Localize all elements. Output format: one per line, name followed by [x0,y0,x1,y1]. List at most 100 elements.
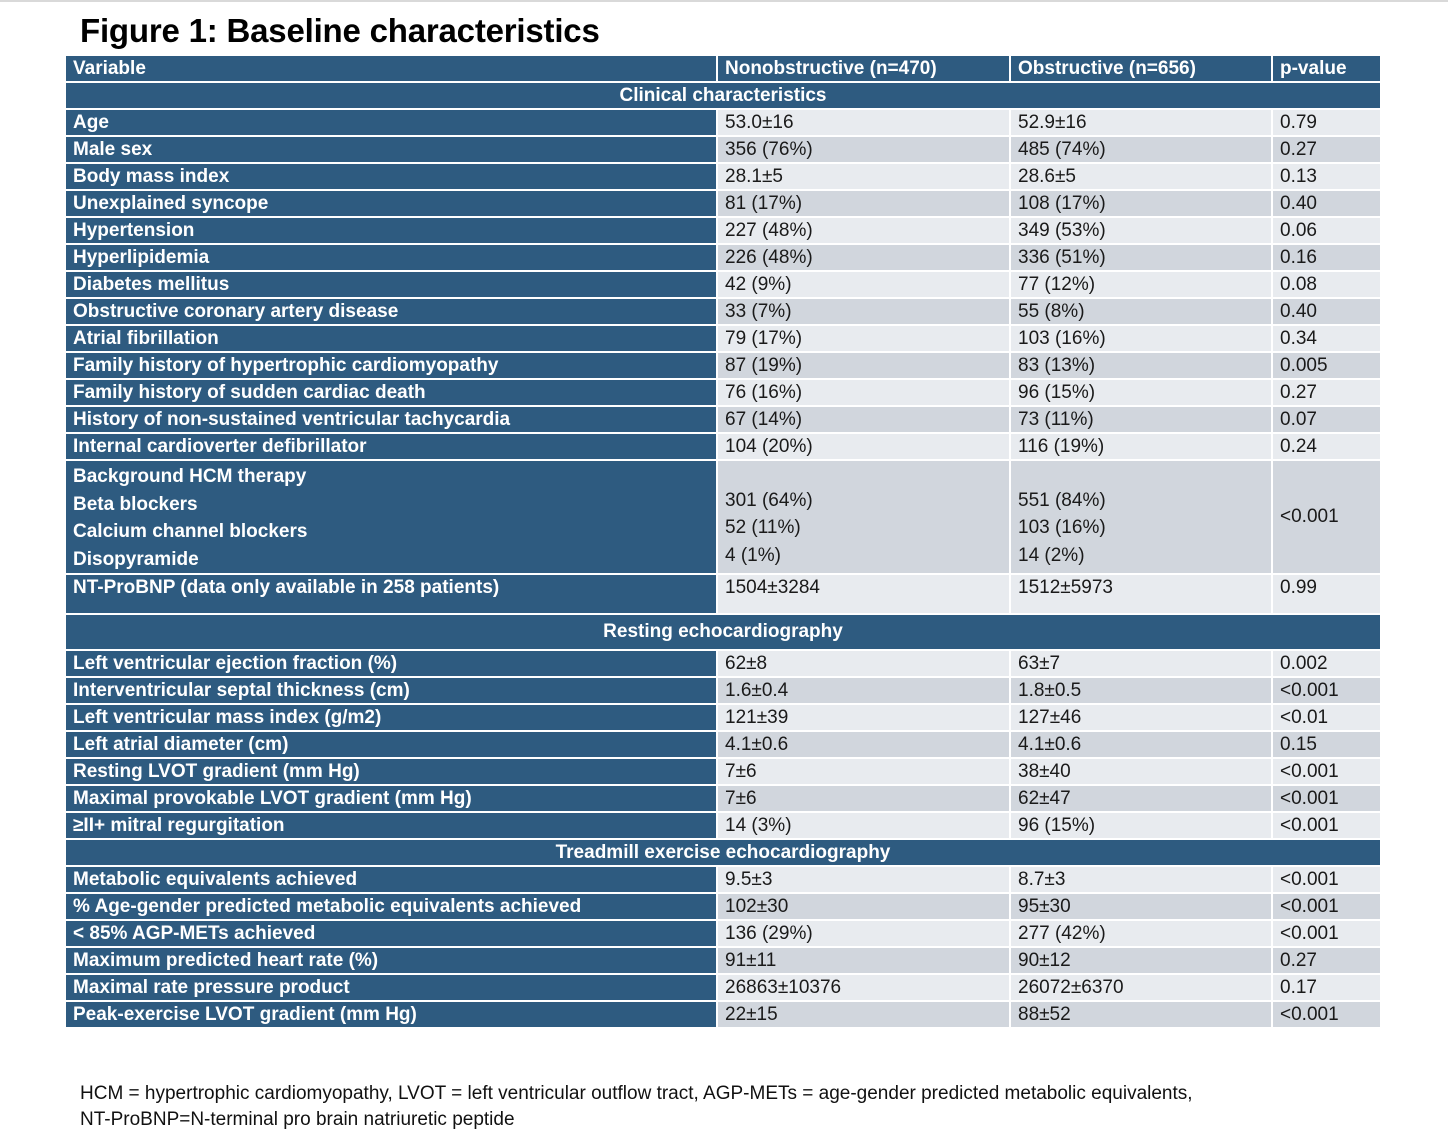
nonobstructive-value: 227 (48%) [716,216,1011,245]
table-row: Atrial fibrillation 79 (17%) 103 (16%) 0.34 [64,324,1382,353]
nonobstructive-value: 26863±10376 [716,973,1011,1002]
p-value: 0.07 [1271,405,1382,434]
figure-title: Figure 1: Baseline characteristics [80,12,600,49]
table-row: History of non-sustained ventricular tac… [64,405,1382,434]
therapy-item-label: Disopyramide [73,548,199,570]
table-row: Hyperlipidemia 226 (48%) 336 (51%) 0.16 [64,243,1382,272]
p-value: 0.005 [1271,351,1382,380]
table-row: Obstructive coronary artery disease 33 (7… [64,297,1382,326]
nonobstructive-value: 1504±3284 [716,573,1011,615]
table-row: Body mass index 28.1±5 28.6±5 0.13 [64,162,1382,191]
obstructive-value: 277 (42%) [1009,919,1273,948]
table-row: ≥II+ mitral regurgitation 14 (3%) 96 (15%)… [64,811,1382,840]
obstructive-value: 1512±5973 [1009,573,1273,615]
nonobstructive-value: 102±30 [716,892,1011,921]
row-label: Metabolic equivalents achieved [64,865,718,894]
table-row: Left ventricular mass index (g/m2) 121±39… [64,703,1382,732]
row-label: ≥II+ mitral regurgitation [64,811,718,840]
therapy-item-label: Beta blockers [73,493,198,515]
nonobstructive-value: 79 (17%) [716,324,1011,353]
table-row: Diabetes mellitus 42 (9%) 77 (12%) 0.08 [64,270,1382,299]
row-label: Family history of sudden cardiac death [64,378,718,407]
p-value: <0.001 [1271,459,1382,575]
obstructive-value: 349 (53%) [1009,216,1273,245]
footnote-line: HCM = hypertrophic cardiomyopathy, LVOT … [80,1083,1193,1104]
obstructive-value: 73 (11%) [1009,405,1273,434]
nonobstructive-value: 7±6 [716,784,1011,813]
obstructive-value: 116 (19%) [1009,432,1273,461]
table-row: Metabolic equivalents achieved 9.5±3 8.7±3… [64,865,1382,894]
nonobstructive-value: 87 (19%) [716,351,1011,380]
p-value: <0.001 [1271,892,1382,921]
row-label: Maximum predicted heart rate (%) [64,946,718,975]
obstructive-value: 95±30 [1009,892,1273,921]
obstructive-value: 551 (84%) 103 (16%) 14 (2%) [1009,459,1273,575]
obstructive-value: 90±12 [1009,946,1273,975]
nonobstructive-value: 4.1±0.6 [716,730,1011,759]
table-row-therapy: Background HCM therapy Beta blockers Cal… [64,459,1382,575]
p-value: <0.001 [1271,784,1382,813]
therapy-item-value: 301 (64%) [725,489,813,511]
table-row: Hypertension 227 (48%) 349 (53%) 0.06 [64,216,1382,245]
obstructive-value: 96 (15%) [1009,811,1273,840]
row-label: Hypertension [64,216,718,245]
nonobstructive-value: 14 (3%) [716,811,1011,840]
p-value: 0.06 [1271,216,1382,245]
therapy-item-value: 52 (11%) [725,517,801,538]
obstructive-value: 4.1±0.6 [1009,730,1273,759]
row-label: Internal cardioverter defibrillator [64,432,718,461]
nonobstructive-value: 136 (29%) [716,919,1011,948]
row-label: Male sex [64,135,718,164]
row-label: Body mass index [64,162,718,191]
section-title: Clinical characteristics [64,81,1382,110]
p-value: 0.002 [1271,649,1382,678]
obstructive-value: 77 (12%) [1009,270,1273,299]
obstructive-value: 96 (15%) [1009,378,1273,407]
table-row: < 85% AGP-METs achieved 136 (29%) 277 (42%… [64,919,1382,948]
p-value: <0.001 [1271,676,1382,705]
nonobstructive-value: 9.5±3 [716,865,1011,894]
nonobstructive-value: 7±6 [716,757,1011,786]
section-resting: Resting echocardiography [64,613,1382,651]
section-title: Treadmill exercise echocardiography [64,838,1382,867]
therapy-item-value: 14 (2%) [1018,544,1085,566]
row-label: % Age-gender predicted metabolic equival… [64,892,718,921]
nonobstructive-value: 104 (20%) [716,432,1011,461]
nonobstructive-value: 53.0±16 [716,108,1011,137]
obstructive-value: 52.9±16 [1009,108,1273,137]
nonobstructive-value: 1.6±0.4 [716,676,1011,705]
p-value: 0.16 [1271,243,1382,272]
footnote-line: NT-ProBNP=N-terminal pro brain natriuret… [80,1109,515,1130]
row-label: Family history of hypertrophic cardiomyo… [64,351,718,380]
obstructive-value: 28.6±5 [1009,162,1273,191]
p-value: 0.24 [1271,432,1382,461]
nonobstructive-value: 226 (48%) [716,243,1011,272]
table-header-row: Variable Nonobstructive (n=470) Obstruct… [64,54,1382,83]
obstructive-value: 485 (74%) [1009,135,1273,164]
nonobstructive-value: 356 (76%) [716,135,1011,164]
obstructive-value: 88±52 [1009,1000,1273,1029]
row-label: Peak-exercise LVOT gradient (mm Hg) [64,1000,718,1029]
table-row: Male sex 356 (76%) 485 (74%) 0.27 [64,135,1382,164]
table-row: Peak-exercise LVOT gradient (mm Hg) 22±15… [64,1000,1382,1029]
obstructive-value: 26072±6370 [1009,973,1273,1002]
therapy-item-value: 551 (84%) [1018,489,1106,511]
row-label: Interventricular septal thickness (cm) [64,676,718,705]
nonobstructive-value: 33 (7%) [716,297,1011,326]
top-divider [0,0,1448,2]
row-label: Left ventricular ejection fraction (%) [64,649,718,678]
p-value: 0.27 [1271,135,1382,164]
therapy-item-label: Calcium channel blockers [73,521,308,542]
row-label: History of non-sustained ventricular tac… [64,405,718,434]
table-row-ntprobnp: NT-ProBNP (data only available in 258 pa… [64,573,1382,615]
p-value: 0.99 [1271,573,1382,615]
p-value: <0.01 [1271,703,1382,732]
row-label: Unexplained syncope [64,189,718,218]
header-pvalue: p-value [1271,54,1382,83]
obstructive-value: 108 (17%) [1009,189,1273,218]
p-value: 0.40 [1271,189,1382,218]
p-value: <0.001 [1271,757,1382,786]
obstructive-value: 55 (8%) [1009,297,1273,326]
obstructive-value: 1.8±0.5 [1009,676,1273,705]
table-row: Maximal rate pressure product 26863±10376… [64,973,1382,1002]
